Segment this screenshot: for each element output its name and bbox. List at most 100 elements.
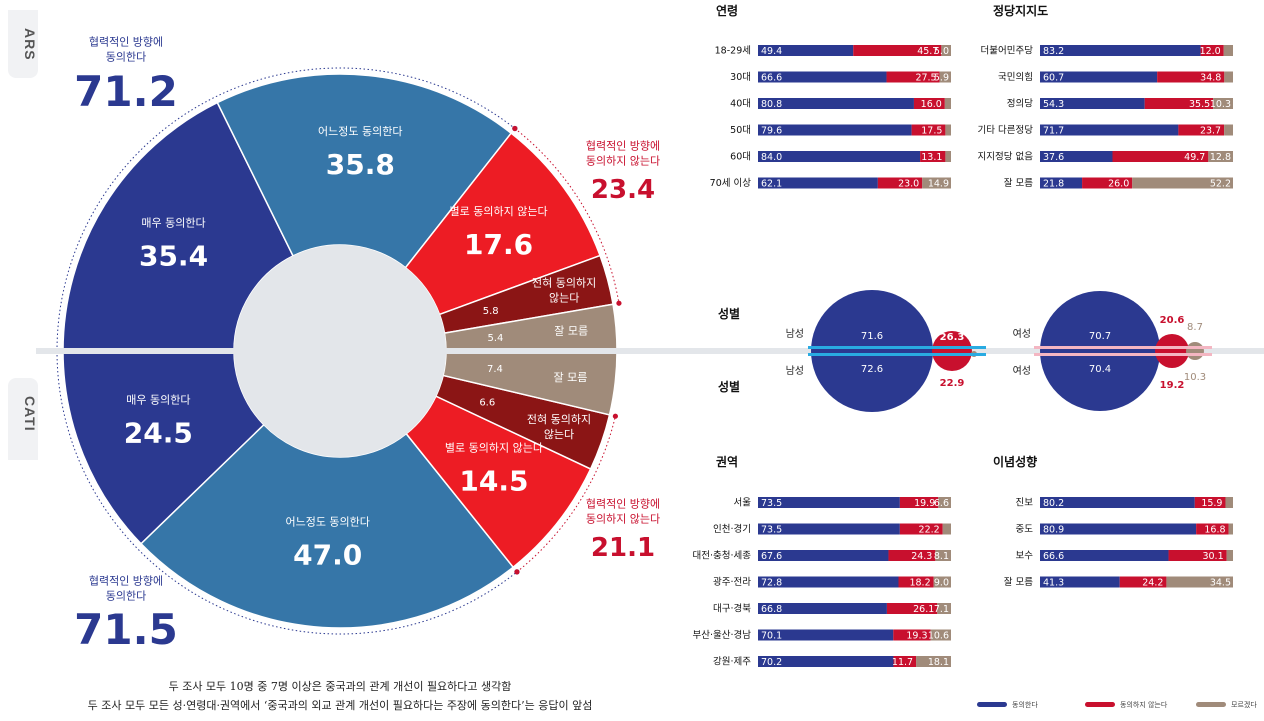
party-value-unknown: 10.3 <box>1210 99 1231 110</box>
ars-disagree-arc-end-dot <box>616 300 622 306</box>
age-value-unknown: 14.9 <box>928 178 949 189</box>
region-value-disagree: 26.1 <box>913 604 934 615</box>
party-row-label: 더불어민주당 <box>981 45 1034 56</box>
ars-slice-label-strongly-disagree: 전혀 동의하지 않는다 <box>532 276 596 305</box>
female-band-bottom <box>1034 353 1212 356</box>
party-bar-disagree <box>1112 151 1209 162</box>
ideology-row-label: 진보 <box>1016 497 1034 508</box>
cati-slice-label-somewhat-agree: 어느정도 동의한다 <box>285 516 369 529</box>
ars-slice-value-strongly-disagree: 5.8 <box>483 306 499 317</box>
region-row-label: 부산·울산·경남 <box>693 629 752 641</box>
male-ars-disagree-value: 26.3 <box>940 332 965 343</box>
ars-slice-value-somewhat-agree: 35.8 <box>326 148 395 181</box>
party-value-unknown: 12.8 <box>1210 152 1231 163</box>
region-bar-agree <box>758 603 887 614</box>
ars-slice-label-dont-know: 잘 모름 <box>554 324 588 337</box>
region-value-disagree: 11.7 <box>892 657 913 668</box>
party-value-agree: 37.6 <box>1043 152 1064 163</box>
ars-slice-label-very-agree: 매우 동의한다 <box>141 217 205 230</box>
male-cati-agree-value: 72.6 <box>861 364 883 375</box>
female-cati-disagree-value: 19.2 <box>1160 380 1185 391</box>
legend-unknown-label: 모르겠다 <box>1231 700 1257 709</box>
age-value-agree: 66.6 <box>761 72 782 83</box>
female-agree-bubble <box>1040 291 1160 411</box>
age-bar-disagree <box>877 177 923 189</box>
region-value-disagree: 19.3 <box>906 630 927 641</box>
region-value-agree: 70.2 <box>761 657 782 668</box>
region-bar-agree <box>758 576 899 588</box>
party-bar-agree <box>1040 177 1083 189</box>
region-bar-agree <box>758 523 900 535</box>
male-agree-bubble <box>811 290 933 412</box>
ideology-value-disagree: 24.2 <box>1142 577 1163 588</box>
ars-disagree-label: 협력적인 방향에 동의하지 않는다 <box>586 140 660 168</box>
party-row-label: 국민의힘 <box>998 72 1033 83</box>
male-disagree-bubble <box>932 331 972 371</box>
ideology-value-unknown: 34.5 <box>1210 577 1231 588</box>
party-bar-agree <box>1040 124 1179 136</box>
party-bar-unknown <box>1224 71 1233 83</box>
region-row-label: 서울 <box>734 497 752 508</box>
cati-disagree-label: 협력적인 방향에 동의하지 않는다 <box>586 498 660 526</box>
ideology-value-disagree: 15.9 <box>1201 498 1222 509</box>
region-bar-disagree <box>893 629 931 641</box>
region-bar-disagree <box>886 603 938 614</box>
party-value-disagree: 12.0 <box>1200 46 1221 57</box>
region-bar-disagree <box>898 576 934 588</box>
region-value-unknown: 7.1 <box>934 604 949 615</box>
age-bar-unknown <box>939 71 951 83</box>
age-bar-agree <box>758 71 887 83</box>
age-value-disagree: 23.0 <box>898 178 919 189</box>
party-bar-agree <box>1040 71 1158 83</box>
male-cati-disagree-value: 22.9 <box>940 378 965 389</box>
party-value-agree: 54.3 <box>1043 99 1064 110</box>
ars-agree-total: 71.2 <box>74 67 178 116</box>
party-value-agree: 71.7 <box>1043 125 1064 136</box>
ideology-bar-unknown <box>1228 523 1233 535</box>
ideology-value-agree: 66.6 <box>1043 551 1064 562</box>
ideology-value-agree: 80.9 <box>1043 524 1064 535</box>
party-value-disagree: 49.7 <box>1184 152 1205 163</box>
age-bar-agree <box>758 124 912 136</box>
region-bar-unknown <box>938 497 951 508</box>
female-ars-unknown-value: 8.7 <box>1187 322 1203 333</box>
ideology-bar-unknown <box>1225 497 1233 508</box>
female-cati-unknown-value: 10.3 <box>1184 372 1206 383</box>
age-bar-unknown <box>941 45 951 56</box>
region-bar-agree <box>758 629 894 641</box>
party-bar-agree <box>1040 98 1145 109</box>
female-ars-disagree-value: 20.6 <box>1160 315 1185 326</box>
region-bar-unknown <box>930 629 951 641</box>
age-row-label: 70세 이상 <box>710 178 752 189</box>
ideology-row-label: 잘 모름 <box>1004 576 1033 588</box>
female-label-cati: 여성 <box>1013 365 1031 377</box>
region-value-disagree: 18.2 <box>909 577 930 588</box>
age-row-label: 50대 <box>730 125 751 136</box>
party-value-disagree: 34.8 <box>1200 72 1221 83</box>
female-band-top <box>1034 346 1212 349</box>
party-bar-unknown <box>1208 151 1233 162</box>
region-bar-unknown <box>933 576 951 588</box>
age-bar-unknown <box>922 177 951 189</box>
party-bar-disagree <box>1144 98 1214 109</box>
age-value-unknown: 5.9 <box>934 72 949 83</box>
region-value-unknown: 6.6 <box>934 498 949 509</box>
age-row-label: 30대 <box>730 72 751 83</box>
age-value-agree: 62.1 <box>761 178 782 189</box>
party-value-unknown: 52.2 <box>1210 178 1231 189</box>
female-disagree-bubble <box>1155 334 1189 368</box>
legend-agree-swatch <box>977 702 1007 707</box>
region-value-agree: 67.6 <box>761 551 782 562</box>
region-value-agree: 70.1 <box>761 630 782 641</box>
separator-band <box>36 348 1264 354</box>
ars-agree-arc <box>56 67 516 352</box>
cati-agree-label: 협력적인 방향에 동의한다 <box>89 575 163 603</box>
ars-slice-value-somewhat-disagree: 17.6 <box>464 228 533 261</box>
region-value-disagree: 22.2 <box>919 524 940 535</box>
region-value-agree: 73.5 <box>761 524 782 535</box>
ideology-bar-agree <box>1040 550 1169 561</box>
party-bar-disagree <box>1200 45 1224 56</box>
cati-disagree-arc-end-dot <box>612 413 618 419</box>
ideology-value-agree: 41.3 <box>1043 577 1064 588</box>
